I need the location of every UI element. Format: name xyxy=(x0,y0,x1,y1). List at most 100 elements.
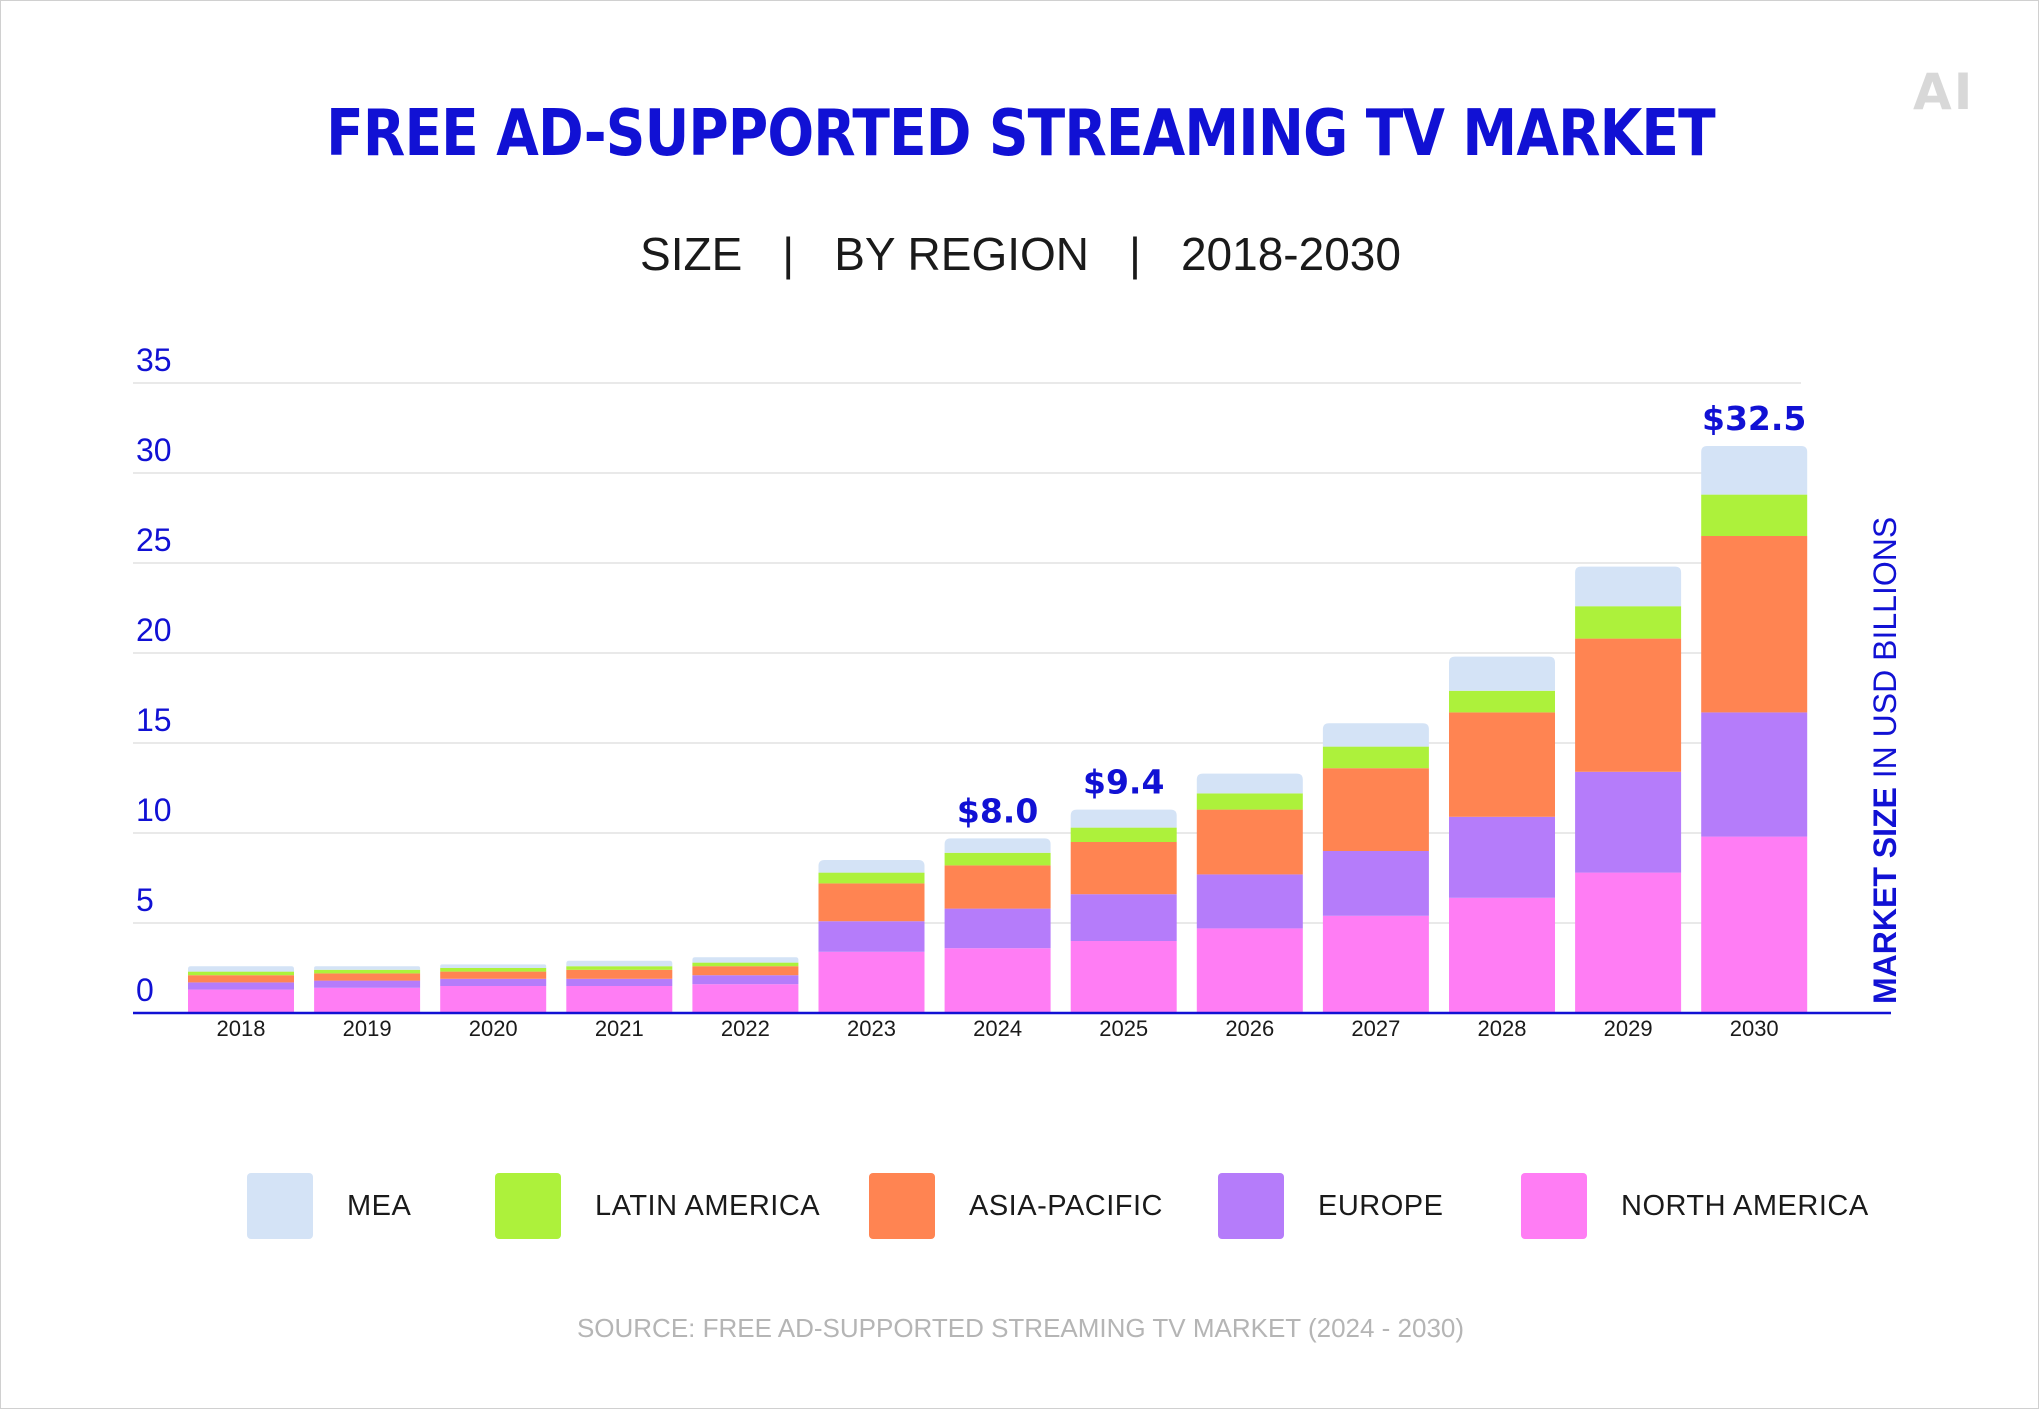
bar-segment-mea xyxy=(1701,446,1808,495)
bar-segment-asia-pacific xyxy=(818,883,925,922)
bar-segment-asia-pacific xyxy=(188,975,294,983)
bar-segment-europe xyxy=(188,982,294,990)
y-tick-label: 5 xyxy=(136,882,154,918)
bar-segment-europe xyxy=(1070,894,1177,941)
bar-segment-asia-pacific xyxy=(1449,712,1555,817)
bar-segment-north-america xyxy=(1575,872,1682,1013)
x-tick-label: 2025 xyxy=(1099,1016,1148,1041)
y-tick-label: 20 xyxy=(136,612,172,648)
x-tick-label: 2028 xyxy=(1478,1016,1527,1041)
bar-segment-mea xyxy=(1196,773,1303,794)
bar-segment-europe xyxy=(314,980,421,988)
bar-total-label: $8.0 xyxy=(957,791,1038,830)
chart-legend: MEA LATIN AMERICA ASIA-PACIFIC EUROPE NO… xyxy=(1,1173,2039,1243)
bar-segment-mea xyxy=(1070,809,1177,828)
y-axis-label: MARKET SIZE IN USD BILLIONS xyxy=(1867,517,1903,1004)
x-tick-label: 2019 xyxy=(343,1016,392,1041)
bar-segment-asia-pacific xyxy=(566,969,673,979)
bar-segment-mea xyxy=(1322,723,1429,747)
bar-segment-europe xyxy=(818,921,925,952)
bar-segment-asia-pacific xyxy=(1196,809,1303,875)
bar-segment-north-america xyxy=(1196,928,1303,1013)
x-tick-label: 2023 xyxy=(847,1016,896,1041)
y-tick-label: 10 xyxy=(136,792,172,828)
chart-subtitle: SIZE | BY REGION | 2018-2030 xyxy=(1,227,2039,281)
bar-segment-latin-america xyxy=(692,962,799,967)
bar-segment-asia-pacific xyxy=(944,865,1051,909)
bar-segment-latin-america xyxy=(1575,606,1682,639)
bar-segment-mea xyxy=(188,966,294,972)
bar-segment-mea xyxy=(440,964,547,968)
bar-segment-asia-pacific xyxy=(1701,536,1808,713)
bar-segment-europe xyxy=(1322,851,1429,916)
brand-logo: AI xyxy=(1913,63,1975,121)
legend-item-mea: MEA xyxy=(247,1173,411,1239)
legend-label-asia-pacific: ASIA-PACIFIC xyxy=(969,1189,1163,1222)
bar-segment-europe xyxy=(440,978,547,986)
bar-segment-asia-pacific xyxy=(692,966,799,976)
bar-segment-latin-america xyxy=(314,969,421,974)
bar-segment-asia-pacific xyxy=(314,973,421,981)
bar-segment-north-america xyxy=(1070,941,1177,1013)
legend-item-asia-pacific: ASIA-PACIFIC xyxy=(869,1173,1163,1239)
bar-segment-europe xyxy=(1196,874,1303,929)
x-tick-label: 2030 xyxy=(1730,1016,1779,1041)
x-tick-label: 2027 xyxy=(1351,1016,1400,1041)
bar-segment-latin-america xyxy=(1449,690,1555,713)
chart-title: FREE AD-SUPPORTED STREAMING TV MARKET xyxy=(326,97,1715,171)
bar-total-label: $9.4 xyxy=(1083,763,1164,802)
legend-swatch-latin-america xyxy=(495,1173,561,1239)
bar-segment-mea xyxy=(566,960,673,967)
y-tick-label: 0 xyxy=(136,972,154,1008)
source-note: SOURCE: FREE AD-SUPPORTED STREAMING TV M… xyxy=(576,1313,1465,1343)
subtitle-years: 2018-2030 xyxy=(1180,228,1401,280)
bar-segment-asia-pacific xyxy=(440,971,547,979)
bar-segment-north-america xyxy=(188,989,294,1013)
bar-segment-north-america xyxy=(1701,836,1808,1013)
y-tick-label: 25 xyxy=(136,522,172,558)
x-tick-label: 2018 xyxy=(217,1016,266,1041)
y-tick-label: 30 xyxy=(136,432,172,468)
bar-segment-north-america xyxy=(818,951,925,1013)
bar-segment-latin-america xyxy=(566,966,673,970)
bar-segment-europe xyxy=(566,978,673,986)
legend-swatch-asia-pacific xyxy=(869,1173,935,1239)
bar-segment-mea xyxy=(818,860,925,873)
bar-segment-asia-pacific xyxy=(1070,842,1177,895)
x-tick-label: 2029 xyxy=(1604,1016,1653,1041)
x-tick-label: 2026 xyxy=(1225,1016,1274,1041)
bar-segment-latin-america xyxy=(440,968,547,972)
x-tick-label: 2024 xyxy=(973,1016,1022,1041)
legend-label-europe: EUROPE xyxy=(1318,1189,1444,1222)
legend-label-mea: MEA xyxy=(347,1189,412,1222)
legend-label-latin-america: LATIN AMERICA xyxy=(595,1189,821,1222)
bar-segment-mea xyxy=(1575,566,1682,607)
bar-segment-mea xyxy=(314,966,421,970)
bar-segment-north-america xyxy=(440,986,547,1013)
bar-segment-latin-america xyxy=(944,852,1051,866)
subtitle-separator: | xyxy=(782,228,795,280)
bar-segment-north-america xyxy=(314,987,421,1013)
bar-segment-north-america xyxy=(1449,897,1555,1013)
legend-item-europe: EUROPE xyxy=(1218,1173,1443,1239)
bar-segment-europe xyxy=(692,975,799,985)
x-tick-label: 2022 xyxy=(721,1016,770,1041)
y-axis-label-bold: MARKET SIZE xyxy=(1867,787,1903,1004)
bar-segment-north-america xyxy=(692,984,799,1013)
legend-label-north-america: NORTH AMERICA xyxy=(1621,1189,1869,1222)
bar-segment-north-america xyxy=(1322,915,1429,1013)
bar-segment-latin-america xyxy=(188,971,294,976)
bar-segment-europe xyxy=(1449,816,1555,898)
subtitle-region: BY REGION xyxy=(834,228,1090,280)
bar-total-label: $32.5 xyxy=(1702,399,1806,438)
subtitle-size: SIZE xyxy=(640,228,743,280)
bar-segment-latin-america xyxy=(1322,746,1429,769)
bar-segment-asia-pacific xyxy=(1322,768,1429,851)
x-tick-label: 2021 xyxy=(595,1016,644,1041)
y-axis-label-rest: IN USD BILLIONS xyxy=(1867,517,1903,787)
bar-segment-mea xyxy=(692,957,799,963)
bar-segment-north-america xyxy=(944,948,1051,1013)
bar-segment-latin-america xyxy=(1070,827,1177,842)
legend-item-latin-america: LATIN AMERICA xyxy=(495,1173,820,1239)
